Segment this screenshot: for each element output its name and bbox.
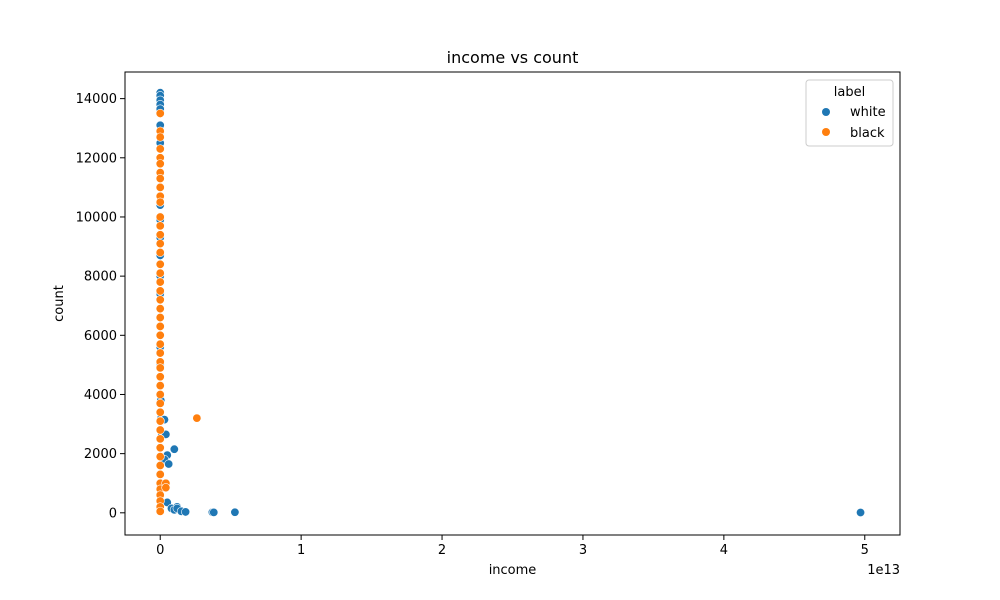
legend-label-black: black [850, 126, 885, 141]
x-tick-label: 3 [579, 543, 587, 558]
point-black [155, 295, 165, 305]
point-black [155, 372, 165, 382]
point-black [155, 452, 165, 462]
point-black [155, 425, 165, 435]
point-black [155, 144, 165, 154]
point-black [155, 221, 165, 231]
point-black [155, 407, 165, 417]
point-black [155, 286, 165, 296]
point-black [155, 321, 165, 331]
chart-title: income vs count [447, 48, 579, 67]
point-black [155, 469, 165, 479]
y-tick-label: 14000 [76, 92, 117, 107]
point-white [230, 507, 240, 517]
plot-frame [124, 71, 901, 536]
point-black [155, 277, 165, 287]
x-tick-label: 2 [438, 543, 446, 558]
x-axis-ticks: 0 1 2 3 4 5 [156, 535, 869, 558]
point-white [209, 507, 219, 517]
point-black [155, 304, 165, 314]
y-axis-ticks: 0 2000 4000 6000 8000 10000 12000 14000 [76, 92, 125, 521]
legend-label-white: white [850, 105, 886, 120]
point-black [192, 413, 202, 423]
point-black [161, 483, 171, 493]
point-black [155, 313, 165, 323]
point-white [181, 507, 191, 517]
y-tick-label: 8000 [84, 270, 117, 285]
point-black [155, 132, 165, 142]
y-tick-label: 4000 [84, 388, 117, 403]
y-axis-label: count [52, 285, 67, 322]
point-black [155, 434, 165, 444]
point-black [155, 506, 165, 516]
point-black [155, 212, 165, 222]
point-black [155, 348, 165, 358]
y-tick-label: 6000 [84, 329, 117, 344]
point-black [155, 443, 165, 453]
point-black [155, 389, 165, 399]
legend-marker-white [822, 108, 830, 116]
legend: label white black [805, 79, 894, 147]
point-black [155, 381, 165, 391]
point-black [155, 398, 165, 408]
legend-marker-black [822, 128, 830, 136]
x-axis-label: income [489, 563, 537, 578]
x-tick-label: 5 [861, 543, 869, 558]
y-tick-label: 10000 [76, 210, 117, 225]
legend-title: label [834, 85, 865, 100]
point-black [155, 108, 165, 118]
y-tick-label: 12000 [76, 151, 117, 166]
x-tick-label: 0 [156, 543, 164, 558]
point-black [155, 259, 165, 269]
point-black [155, 339, 165, 349]
point-black [155, 182, 165, 192]
point-white [856, 508, 866, 518]
point-black [155, 247, 165, 257]
point-black [155, 197, 165, 207]
y-tick-label: 0 [109, 506, 117, 521]
point-black [155, 174, 165, 184]
point-black [155, 416, 165, 426]
point-white [164, 459, 174, 469]
y-tick-label: 2000 [84, 447, 117, 462]
point-black [155, 268, 165, 278]
point-white [169, 444, 179, 454]
point-black [155, 159, 165, 169]
point-black [155, 230, 165, 240]
x-tick-label: 4 [720, 543, 728, 558]
point-black [155, 363, 165, 373]
point-black [155, 330, 165, 340]
data-points [155, 88, 866, 518]
point-black [155, 460, 165, 470]
x-tick-label: 1 [297, 543, 305, 558]
x-axis-offset-label: 1e13 [867, 563, 900, 578]
point-black [155, 239, 165, 249]
